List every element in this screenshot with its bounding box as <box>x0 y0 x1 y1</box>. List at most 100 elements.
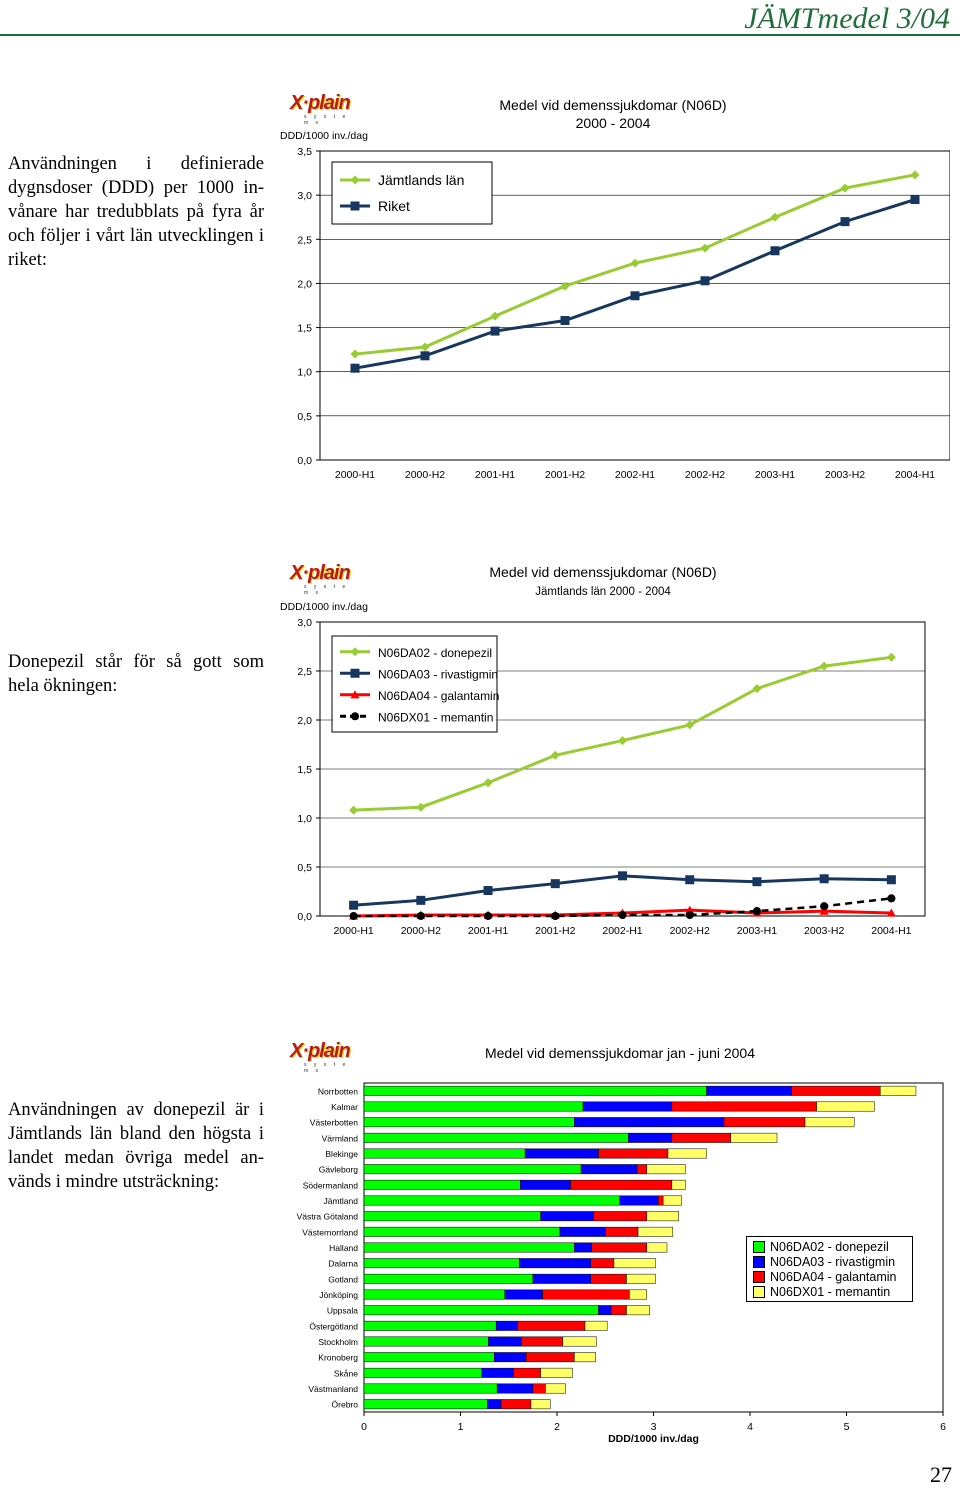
bar-segment <box>626 1273 656 1284</box>
plot-area <box>319 150 950 461</box>
y-tick-label: 3,0 <box>297 617 312 629</box>
bar-segment <box>363 1242 575 1253</box>
bar-segment <box>363 1273 534 1284</box>
legend-swatch <box>753 1256 765 1268</box>
bar-segment <box>540 1367 573 1378</box>
bar-segment <box>626 1305 650 1316</box>
logo-text: X·plain <box>290 92 351 114</box>
category-label: Stockholm <box>318 1337 358 1347</box>
category-label: Västra Götaland <box>297 1212 359 1222</box>
x-tick-label: 1 <box>458 1421 464 1433</box>
bar-segment <box>559 1226 606 1237</box>
category-label: Västernorrland <box>302 1227 358 1237</box>
bar-segment <box>363 1258 520 1269</box>
bar-segment <box>363 1117 575 1128</box>
data-point <box>350 647 360 657</box>
category-label: Kronoberg <box>318 1353 358 1363</box>
bar-segment <box>363 1164 582 1175</box>
data-point <box>770 212 780 222</box>
data-point <box>551 911 560 921</box>
bar-segment <box>610 1305 627 1316</box>
data-point <box>490 326 500 336</box>
data-point <box>349 911 358 921</box>
data-point <box>350 175 360 185</box>
y-tick-label: 2,0 <box>297 278 312 290</box>
bar-segment <box>363 1336 489 1347</box>
x-tick-label: 2002-H2 <box>685 469 725 481</box>
data-point <box>618 910 627 920</box>
bar-segment <box>646 1242 668 1253</box>
chart-subtitle: 2000 - 2004 <box>576 115 651 131</box>
y-tick-label: 0,0 <box>297 911 312 923</box>
header-rule <box>0 34 960 36</box>
bar-segment <box>524 1148 599 1159</box>
legend-item: N06DA02 - donepezil <box>753 1240 889 1254</box>
legend-label: N06DX01 - memantin <box>378 710 493 724</box>
x-tick-label: 2000-H2 <box>405 469 445 481</box>
y-tick-label: 1,5 <box>297 764 312 776</box>
legend-box <box>331 161 493 225</box>
x-tick-label: 2002-H1 <box>602 925 642 937</box>
bar-segment <box>363 1399 488 1410</box>
data-point <box>416 895 426 905</box>
x-tick-label: 2001-H2 <box>535 925 575 937</box>
category-label: Dalarna <box>328 1259 358 1269</box>
category-label: Värmland <box>322 1133 359 1143</box>
bar-segment <box>574 1117 725 1128</box>
x-tick-label: 2001-H1 <box>475 469 515 481</box>
bar-segment <box>574 1352 596 1363</box>
bar-segment <box>580 1164 638 1175</box>
category-label: Jönköping <box>319 1290 358 1300</box>
data-point <box>560 281 570 291</box>
data-point <box>752 684 762 694</box>
data-point <box>910 170 920 180</box>
bar-segment <box>500 1399 532 1410</box>
bar-segment <box>532 1273 592 1284</box>
data-point <box>819 906 829 915</box>
data-point <box>350 668 360 678</box>
data-point <box>416 911 425 921</box>
bar-segment <box>570 1179 673 1190</box>
chart-subtitle: Jämtlands län 2000 - 2004 <box>535 586 671 598</box>
data-point <box>349 805 359 815</box>
bar-segment <box>646 1211 679 1222</box>
data-point <box>752 907 761 916</box>
legend-item: N06DA03 - rivastigmin <box>753 1255 895 1269</box>
bar-segment <box>590 1273 627 1284</box>
bar-segment <box>545 1383 566 1394</box>
page-number: 27 <box>930 1462 952 1487</box>
data-point <box>700 276 710 286</box>
bar-segment <box>363 1085 707 1096</box>
x-tick-label: 2003-H1 <box>755 469 795 481</box>
category-label: Örebro <box>332 1400 359 1410</box>
y-tick-label: 2,5 <box>297 666 312 678</box>
legend-item: N06DX01 - memantin <box>753 1285 890 1299</box>
series-line <box>354 198 916 370</box>
y-tick-label: 0,5 <box>297 862 312 874</box>
data-point <box>886 875 896 885</box>
bar-segment <box>519 1258 592 1269</box>
bar-segment <box>363 1101 584 1112</box>
x-tick-label: 2004-H1 <box>895 469 935 481</box>
bar-segment <box>530 1399 551 1410</box>
category-label: Jämtland <box>324 1196 359 1206</box>
data-point <box>550 879 560 889</box>
data-point <box>420 351 430 361</box>
bar-segment <box>671 1132 731 1143</box>
x-tick-label: 2000-H1 <box>333 925 373 937</box>
y-axis-label: DDD/1000 inv./dag <box>280 601 368 613</box>
bar-segment <box>363 1148 526 1159</box>
y-axis-label: DDD/1000 inv./dag <box>280 130 368 142</box>
bar-segment <box>646 1164 686 1175</box>
category-label: Skåne <box>334 1368 358 1378</box>
bar-segment <box>816 1101 875 1112</box>
bar-segment <box>363 1383 498 1394</box>
data-point <box>483 886 493 896</box>
bar-segment <box>520 1179 571 1190</box>
bar-segment <box>667 1148 707 1159</box>
y-tick-label: 1,0 <box>297 367 312 379</box>
bar-segment <box>582 1101 673 1112</box>
logo: X·plain s y s t e m s <box>290 562 351 596</box>
logo-subtext: s y s t e m s <box>304 584 349 596</box>
bar-segment <box>532 1383 546 1394</box>
